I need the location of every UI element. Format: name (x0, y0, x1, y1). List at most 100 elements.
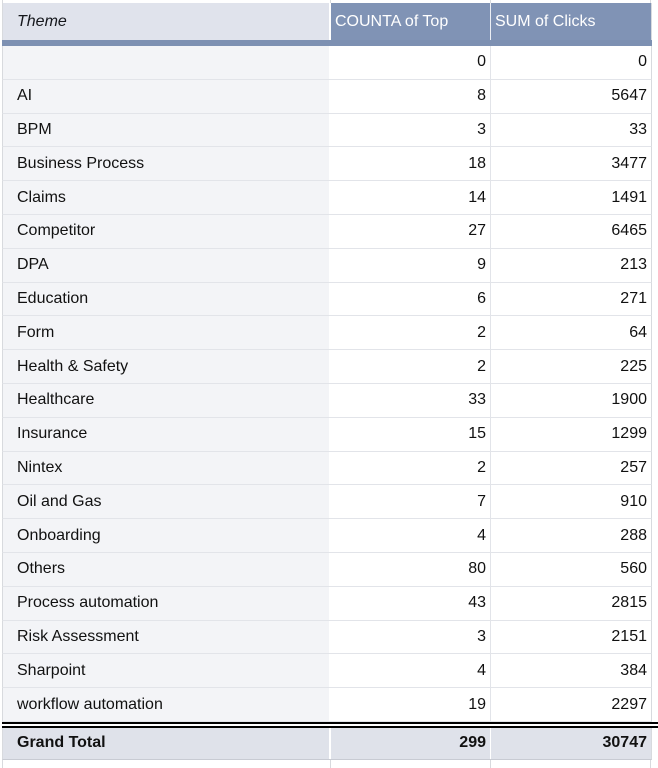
table-row: Health & Safety 2 225 (2, 350, 652, 384)
table-row: 0 0 (2, 46, 652, 80)
clicks-cell[interactable]: 64 (491, 316, 651, 350)
counta-cell[interactable]: 4 (331, 519, 491, 552)
theme-cell[interactable]: Business Process (3, 147, 331, 181)
clicks-cell[interactable]: 5647 (491, 79, 651, 113)
clicks-cell[interactable]: 1900 (491, 383, 651, 417)
counta-cell[interactable]: 80 (331, 552, 491, 586)
theme-cell[interactable]: Oil and Gas (3, 485, 331, 519)
theme-cell[interactable]: Insurance (3, 417, 331, 451)
table-row: Nintex 2 257 (2, 451, 652, 486)
counta-cell[interactable]: 15 (331, 417, 491, 451)
counta-cell[interactable]: 43 (331, 586, 491, 620)
table-row: Sharpoint 4 384 (2, 654, 652, 689)
counta-cell[interactable]: 19 (331, 688, 491, 721)
gridline (490, 0, 491, 3)
counta-cell[interactable]: 2 (331, 350, 491, 383)
table-row: workflow automation 19 2297 (2, 688, 652, 722)
clicks-cell[interactable]: 560 (491, 552, 651, 586)
clicks-cell[interactable]: 257 (491, 451, 651, 485)
column-header-clicks[interactable]: SUM of Clicks (491, 3, 651, 40)
table-row: Onboarding 4 288 (2, 519, 652, 553)
counta-cell[interactable]: 9 (331, 248, 491, 282)
column-header-counta[interactable]: COUNTA of Top (331, 3, 491, 40)
column-header-theme[interactable]: Theme (3, 3, 331, 40)
theme-cell[interactable]: Competitor (3, 214, 331, 248)
table-body: 0 0 AI 8 5647 BPM 3 33 Business Process … (0, 46, 658, 722)
theme-cell[interactable]: workflow automation (3, 688, 331, 721)
grand-total-divider (2, 721, 658, 728)
theme-cell[interactable]: Form (3, 316, 331, 350)
clicks-cell[interactable]: 288 (491, 519, 651, 552)
theme-cell[interactable]: Education (3, 282, 331, 316)
clicks-cell[interactable]: 1491 (491, 181, 651, 214)
clicks-cell[interactable]: 2815 (491, 586, 651, 620)
theme-cell[interactable]: AI (3, 79, 331, 113)
clicks-cell[interactable]: 3477 (491, 147, 651, 181)
theme-cell[interactable] (3, 46, 331, 79)
bottom-gridline-strip (0, 759, 658, 768)
table-row: Process automation 43 2815 (2, 586, 652, 621)
theme-cell[interactable]: Nintex (3, 451, 331, 485)
theme-cell[interactable]: BPM (3, 113, 331, 147)
counta-cell[interactable]: 27 (331, 214, 491, 248)
table-row: Competitor 27 6465 (2, 214, 652, 249)
theme-cell[interactable]: Healthcare (3, 383, 331, 417)
counta-cell[interactable]: 8 (331, 79, 491, 113)
grand-total-row: Grand Total 299 30747 (2, 727, 652, 760)
table-row: Business Process 18 3477 (2, 147, 652, 182)
table-row: Form 2 64 (2, 316, 652, 351)
gridline (2, 0, 3, 3)
gridline (650, 759, 651, 768)
theme-cell[interactable]: Others (3, 552, 331, 586)
counta-cell[interactable]: 18 (331, 147, 491, 181)
gridline (330, 759, 331, 768)
counta-cell[interactable]: 7 (331, 485, 491, 519)
counta-cell[interactable]: 0 (331, 46, 491, 79)
theme-cell[interactable]: Claims (3, 181, 331, 214)
clicks-cell[interactable]: 213 (491, 248, 651, 282)
table-row: Oil and Gas 7 910 (2, 485, 652, 520)
theme-cell[interactable]: Process automation (3, 586, 331, 620)
clicks-cell[interactable]: 271 (491, 282, 651, 316)
table-row: AI 8 5647 (2, 79, 652, 114)
header-accent-bar (2, 40, 652, 46)
grand-total-clicks-cell[interactable]: 30747 (491, 727, 651, 759)
counta-cell[interactable]: 33 (331, 383, 491, 417)
counta-cell[interactable]: 2 (331, 316, 491, 350)
clicks-cell[interactable]: 33 (491, 113, 651, 147)
counta-cell[interactable]: 3 (331, 113, 491, 147)
table-row: Risk Assessment 3 2151 (2, 620, 652, 655)
top-gridline-strip (0, 0, 658, 3)
clicks-cell[interactable]: 1299 (491, 417, 651, 451)
counta-cell[interactable]: 6 (331, 282, 491, 316)
clicks-cell[interactable]: 910 (491, 485, 651, 519)
theme-cell[interactable]: Onboarding (3, 519, 331, 552)
theme-cell[interactable]: DPA (3, 248, 331, 282)
clicks-cell[interactable]: 6465 (491, 214, 651, 248)
grand-total-label-cell[interactable]: Grand Total (3, 727, 331, 759)
table-row: Education 6 271 (2, 282, 652, 317)
gridline (2, 759, 3, 768)
counta-cell[interactable]: 3 (331, 620, 491, 654)
counta-cell[interactable]: 2 (331, 451, 491, 485)
header-row: Theme COUNTA of Top SUM of Clicks (2, 3, 652, 40)
table-row: Claims 14 1491 (2, 181, 652, 215)
counta-cell[interactable]: 4 (331, 654, 491, 688)
clicks-cell[interactable]: 225 (491, 350, 651, 383)
clicks-cell[interactable]: 384 (491, 654, 651, 688)
clicks-cell[interactable]: 0 (491, 46, 651, 79)
grand-total-counta-cell[interactable]: 299 (331, 727, 491, 759)
gridline (490, 759, 491, 768)
theme-cell[interactable]: Sharpoint (3, 654, 331, 688)
table-row: Healthcare 33 1900 (2, 383, 652, 418)
clicks-cell[interactable]: 2297 (491, 688, 651, 721)
theme-cell[interactable]: Health & Safety (3, 350, 331, 383)
table-row: DPA 9 213 (2, 248, 652, 283)
theme-cell[interactable]: Risk Assessment (3, 620, 331, 654)
table-row: BPM 3 33 (2, 113, 652, 148)
table-row: Others 80 560 (2, 552, 652, 587)
gridline (650, 0, 651, 3)
counta-cell[interactable]: 14 (331, 181, 491, 214)
clicks-cell[interactable]: 2151 (491, 620, 651, 654)
gridline (330, 0, 331, 3)
